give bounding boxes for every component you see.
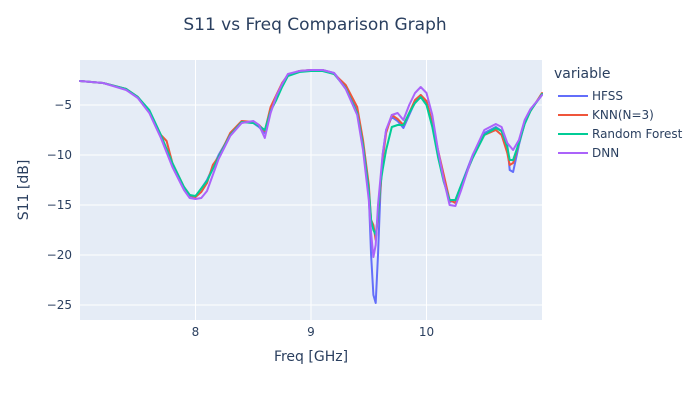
legend-item[interactable]: DNN	[558, 146, 619, 160]
x-axis-title: Freq [GHz]	[274, 349, 348, 365]
legend: variable HFSS KNN(N=3) Random Forest DNN	[554, 66, 683, 160]
y-tick-label: −20	[47, 248, 72, 262]
legend-label: KNN(N=3)	[592, 108, 654, 122]
y-tick-label: −10	[47, 148, 72, 162]
series-layer	[79, 69, 543, 304]
legend-item[interactable]: HFSS	[558, 89, 623, 103]
legend-title: variable	[554, 66, 610, 82]
grid-lines	[80, 60, 542, 320]
y-tick-label: −5	[54, 98, 72, 112]
x-tick-label: 9	[307, 325, 315, 339]
series-line-dnn	[79, 69, 543, 258]
legend-label: Random Forest	[592, 127, 683, 141]
y-tick-label: −15	[47, 198, 72, 212]
x-axis-ticks: 8 9 10	[192, 325, 434, 339]
y-axis-title: S11 [dB]	[16, 160, 32, 221]
chart-title: S11 vs Freq Comparison Graph	[183, 15, 446, 35]
x-tick-label: 10	[419, 325, 434, 339]
x-tick-label: 8	[192, 325, 200, 339]
y-tick-label: −25	[47, 298, 72, 312]
legend-item[interactable]: Random Forest	[558, 127, 683, 141]
legend-label: HFSS	[592, 89, 623, 103]
legend-item[interactable]: KNN(N=3)	[558, 108, 654, 122]
series-line-random-forest	[79, 70, 543, 236]
y-axis-ticks: −5 −10 −15 −20 −25	[47, 98, 72, 312]
legend-label: DNN	[592, 146, 619, 160]
